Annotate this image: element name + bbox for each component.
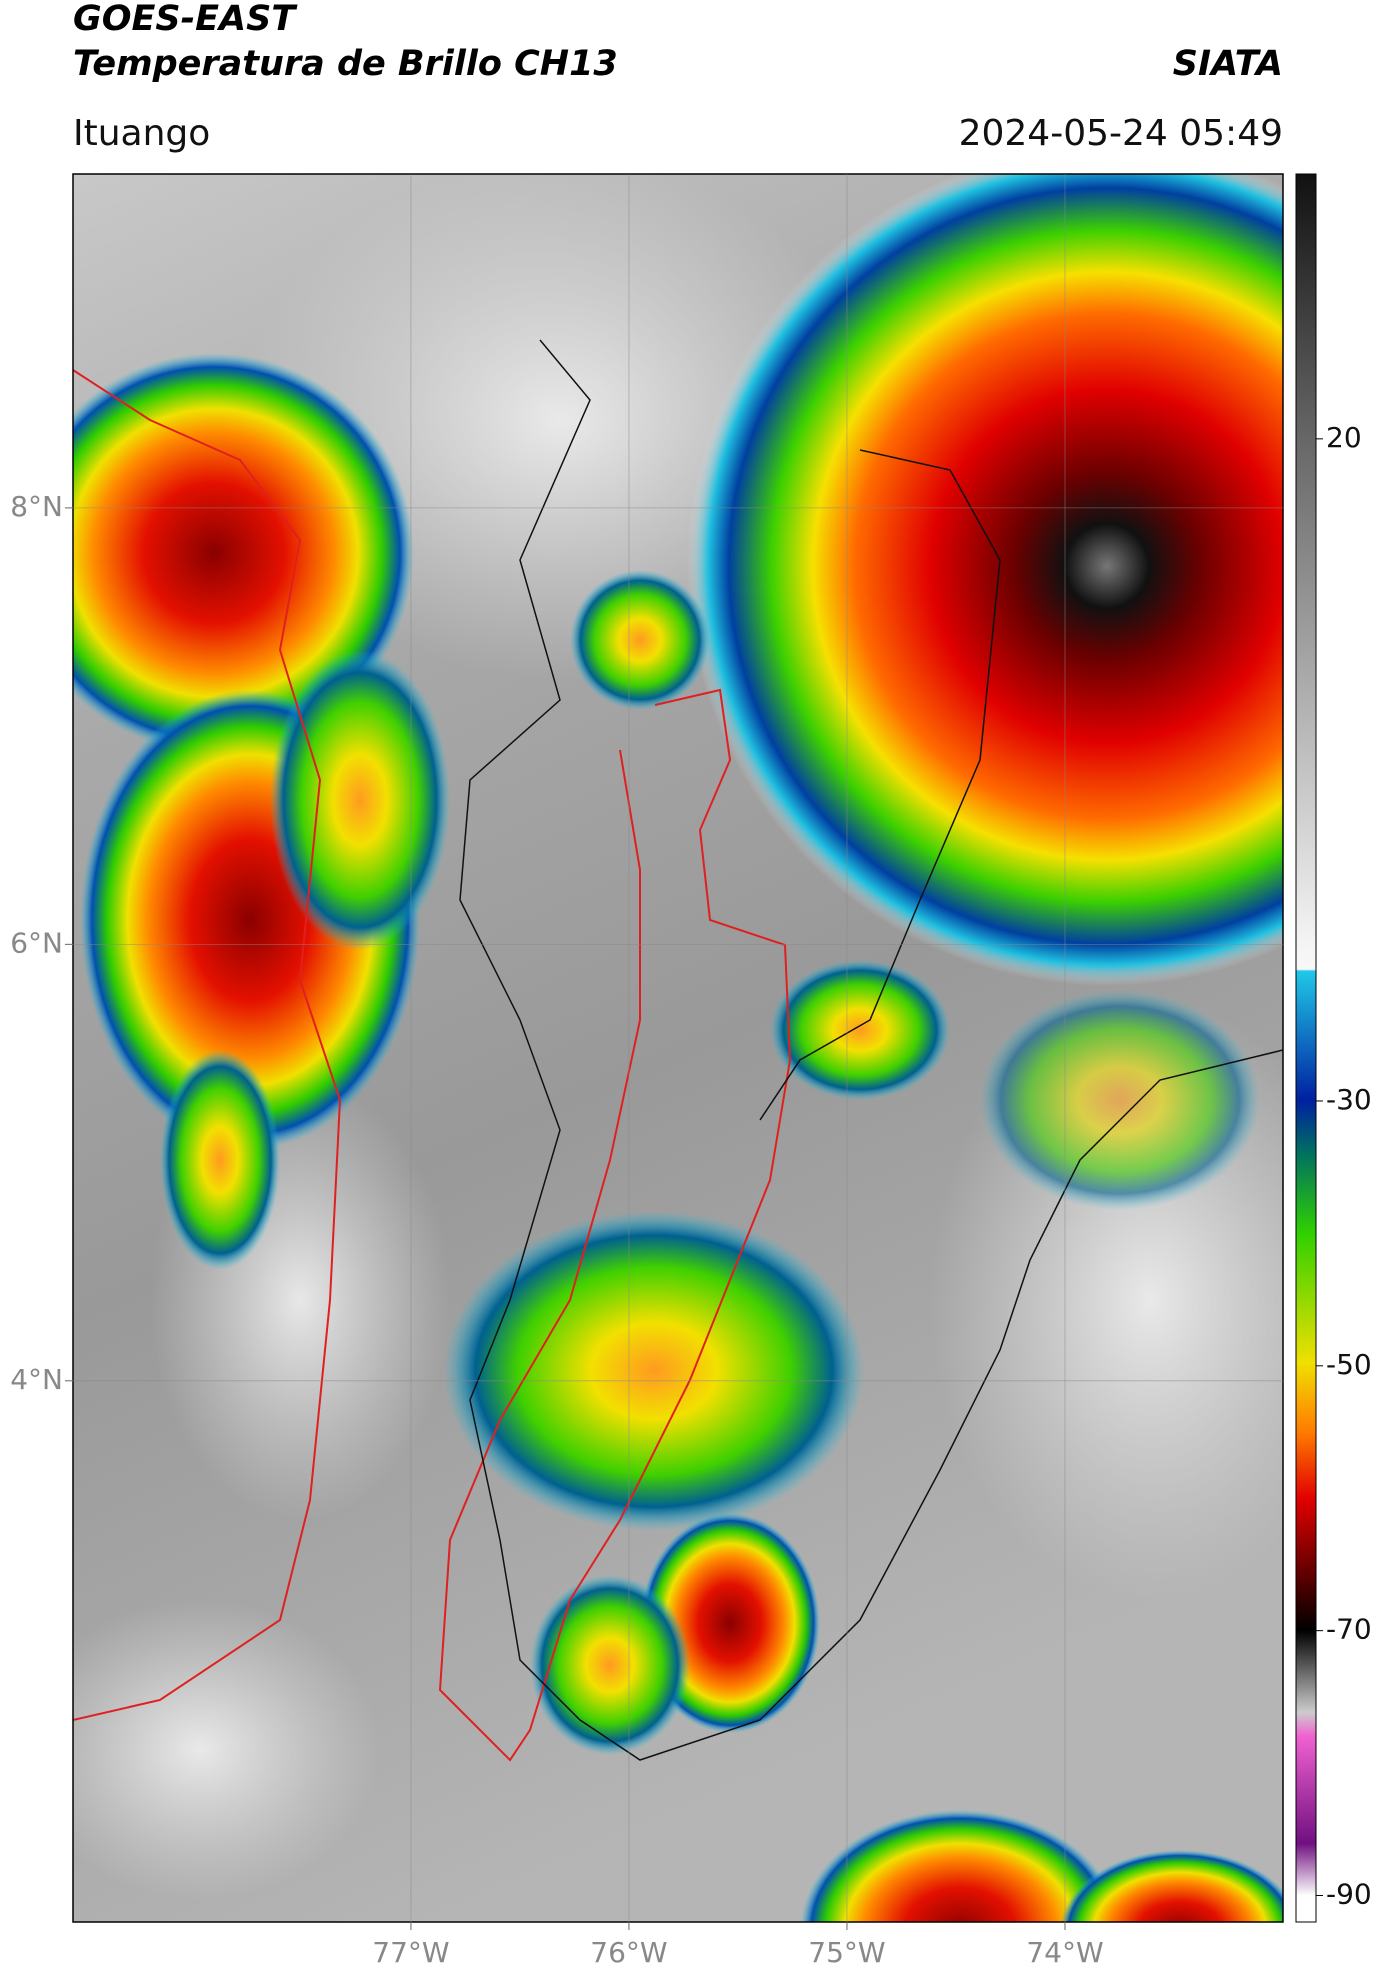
x-tick-label: 77°W xyxy=(372,1936,449,1969)
colorbar-tick-label: 20 xyxy=(1326,421,1362,454)
x-tick-label: 76°W xyxy=(590,1936,667,1969)
x-tick-label: 74°W xyxy=(1026,1936,1103,1969)
y-tick-label: 4°N xyxy=(10,1363,63,1396)
y-tick-label: 8°N xyxy=(10,490,63,523)
location: Ituango xyxy=(73,113,210,154)
colorbar-tick-label: -90 xyxy=(1326,1878,1372,1911)
datetime: 2024-05-24 05:49 xyxy=(959,113,1283,154)
map-frame xyxy=(72,173,1284,1923)
colorbar-tick-label: -50 xyxy=(1326,1348,1372,1381)
satellite-image xyxy=(73,174,1283,1922)
y-tick-label: 6°N xyxy=(10,926,63,959)
colorbar-tick-label: -70 xyxy=(1326,1613,1372,1646)
subtitle: Temperatura de Brillo CH13 xyxy=(73,44,618,84)
colorbar xyxy=(1295,173,1317,1923)
title: GOES-EAST xyxy=(73,0,298,39)
source: SIATA xyxy=(1173,44,1283,84)
colorbar-tick-label: -30 xyxy=(1326,1083,1372,1116)
x-tick-label: 75°W xyxy=(808,1936,885,1969)
